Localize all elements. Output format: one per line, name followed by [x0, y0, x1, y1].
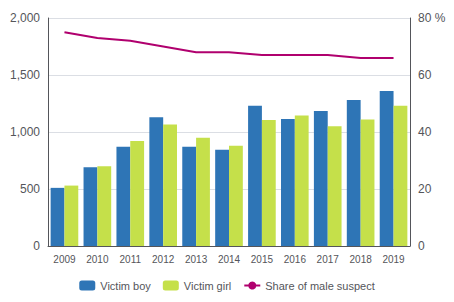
svg-text:1,000: 1,000 — [10, 125, 40, 139]
svg-text:Victim girl: Victim girl — [184, 280, 231, 292]
svg-text:2010: 2010 — [86, 254, 109, 265]
svg-text:2016: 2016 — [284, 254, 307, 265]
svg-text:0: 0 — [33, 239, 40, 253]
svg-text:2009: 2009 — [53, 254, 76, 265]
svg-text:2012: 2012 — [152, 254, 175, 265]
svg-text:Share of male suspect: Share of male suspect — [265, 280, 374, 292]
svg-text:500: 500 — [20, 182, 40, 196]
svg-text:0: 0 — [418, 239, 425, 253]
svg-text:60: 60 — [418, 68, 432, 82]
svg-text:1,500: 1,500 — [10, 68, 40, 82]
svg-text:40: 40 — [418, 125, 432, 139]
svg-text:2019: 2019 — [382, 254, 405, 265]
svg-text:2017: 2017 — [317, 254, 340, 265]
svg-text:2011: 2011 — [120, 254, 142, 265]
svg-text:20: 20 — [418, 182, 432, 196]
svg-text:2013: 2013 — [185, 254, 208, 265]
svg-text:80 %: 80 % — [418, 11, 446, 25]
svg-text:2,000: 2,000 — [10, 11, 40, 25]
svg-text:2014: 2014 — [218, 254, 241, 265]
svg-text:Victim boy: Victim boy — [100, 280, 151, 292]
svg-text:2015: 2015 — [251, 254, 274, 265]
svg-text:2018: 2018 — [350, 254, 373, 265]
